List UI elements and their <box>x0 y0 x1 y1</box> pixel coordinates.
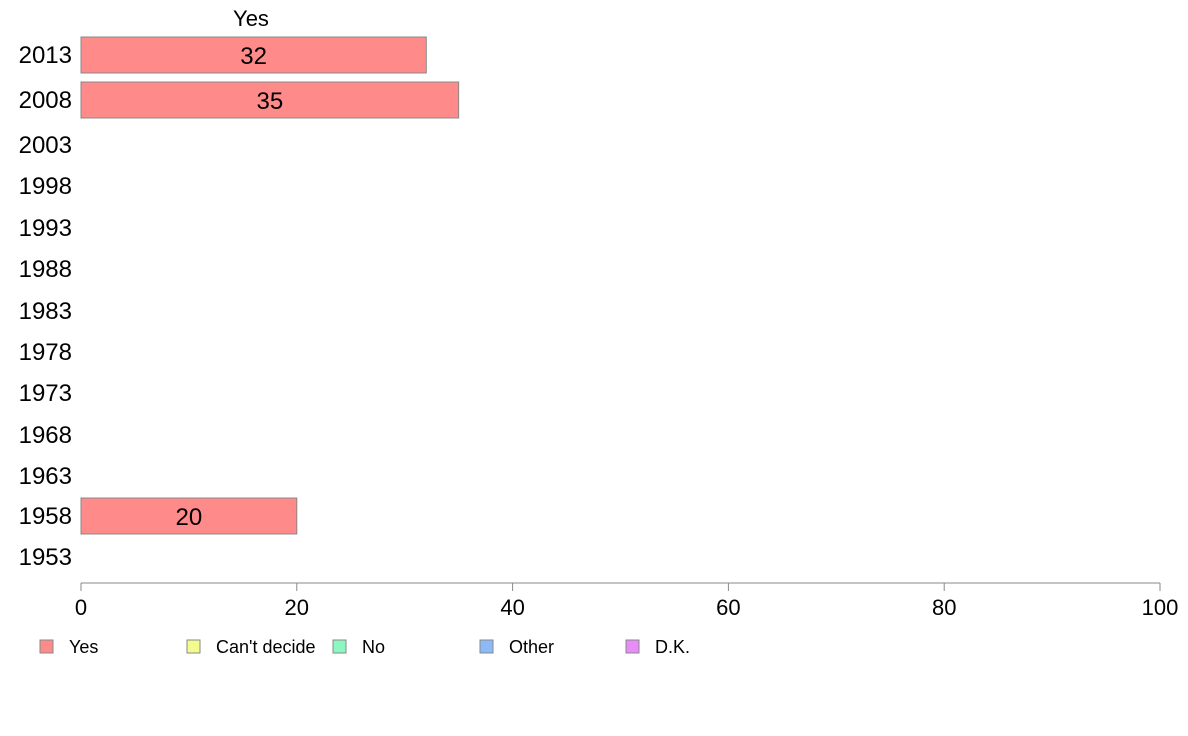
category-label: 2008 <box>19 87 72 114</box>
category-labels: 2013 2008 2003 1998 1993 1988 1983 1978 1973 1968… <box>19 42 72 571</box>
x-tick-label: 0 <box>75 595 87 620</box>
category-label: 1988 <box>19 256 72 283</box>
x-tick-label: 40 <box>500 595 524 620</box>
x-tick-label: 100 <box>1142 595 1179 620</box>
legend-label: Can't decide <box>216 637 316 657</box>
legend-label: Yes <box>69 637 98 657</box>
category-label: 1958 <box>19 503 72 530</box>
legend-swatch <box>625 639 640 654</box>
x-tick-label: 80 <box>932 595 956 620</box>
data-label: 32 <box>240 43 267 70</box>
bars <box>80 36 460 535</box>
category-label: 1973 <box>19 380 72 407</box>
x-axis: 0 20 40 60 80 100 <box>75 582 1179 620</box>
column-header: Yes <box>233 6 269 31</box>
bar <box>80 497 298 535</box>
category-label: 1968 <box>19 422 72 449</box>
category-label: 2003 <box>19 132 72 159</box>
legend-swatch <box>332 639 347 654</box>
legend-swatch <box>186 639 201 654</box>
data-label: 20 <box>176 504 203 531</box>
legend-label: No <box>362 637 385 657</box>
category-label: 1978 <box>19 339 72 366</box>
legend-swatch <box>479 639 494 654</box>
category-label: 1998 <box>19 173 72 200</box>
data-label: 35 <box>256 88 283 115</box>
legend-label: D.K. <box>655 637 690 657</box>
x-tick-label: 20 <box>285 595 309 620</box>
category-label: 1953 <box>19 544 72 571</box>
category-label: 1993 <box>19 215 72 242</box>
bar-data-labels: 32 35 20 <box>176 43 284 531</box>
category-label: 1963 <box>19 463 72 490</box>
legend: Yes Can't decide No Other D.K. <box>39 637 690 657</box>
legend-label: Other <box>509 637 554 657</box>
bar <box>80 36 427 74</box>
category-label: 1983 <box>19 298 72 325</box>
category-label: 2013 <box>19 42 72 69</box>
bar <box>80 81 460 119</box>
x-tick-label: 60 <box>716 595 740 620</box>
legend-swatch <box>39 639 54 654</box>
